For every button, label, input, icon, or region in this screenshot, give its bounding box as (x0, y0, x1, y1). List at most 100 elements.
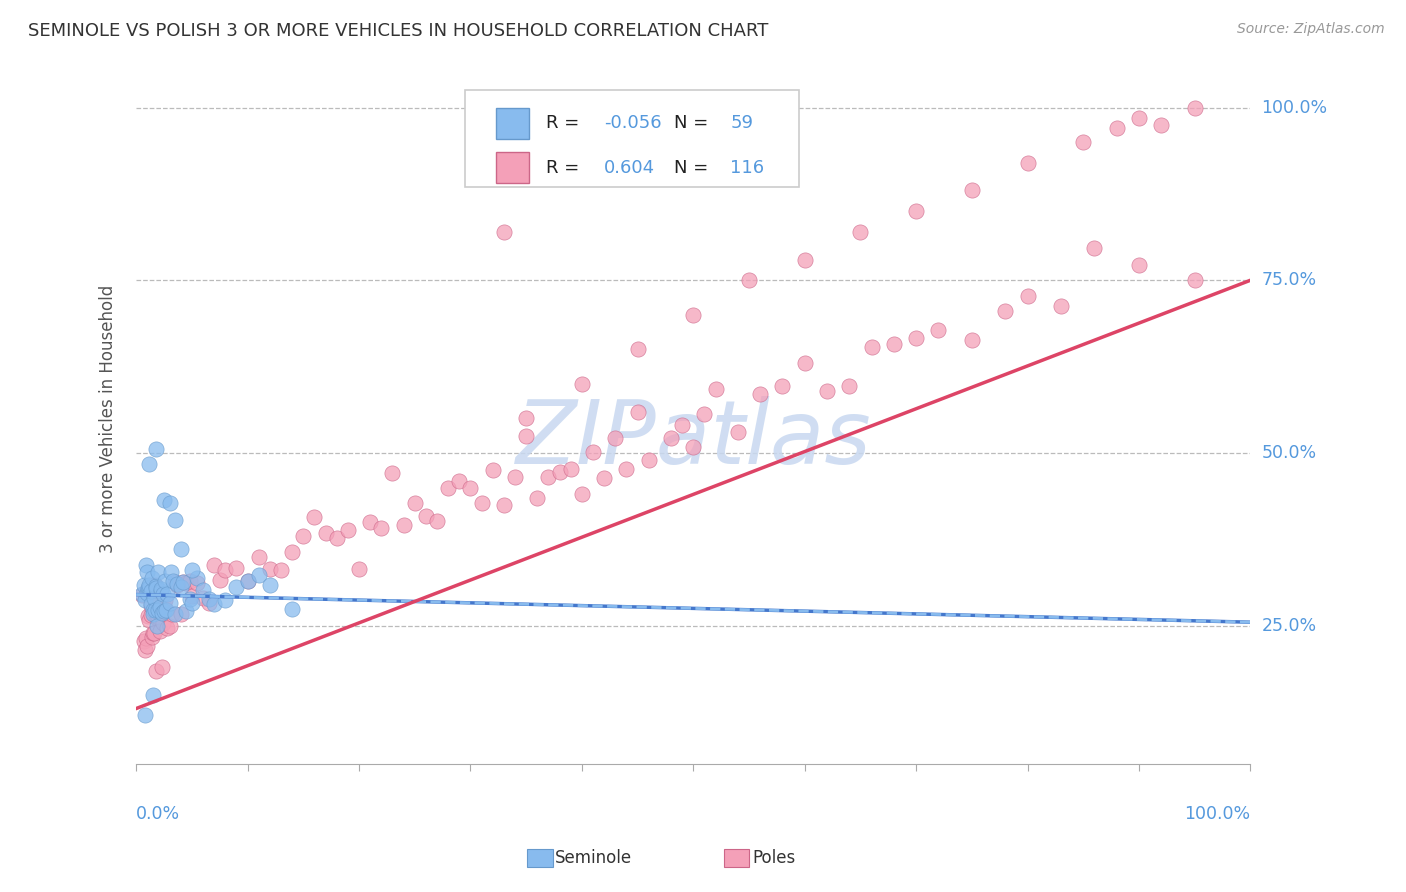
Point (292, 529, 315, 543)
Point (815, 384, 838, 399)
Point (165, 575, 187, 590)
Point (179, 591, 201, 606)
Text: Seminole: Seminole (555, 849, 633, 867)
Point (1128, 258, 1150, 272)
Point (143, 578, 166, 592)
Point (693, 408, 716, 422)
Point (1150, 118, 1173, 132)
Point (225, 580, 247, 594)
Text: 59: 59 (730, 114, 754, 132)
Point (637, 452, 659, 467)
Point (503, 470, 526, 484)
Point (180, 596, 202, 610)
Point (149, 603, 172, 617)
Point (281, 545, 304, 559)
Point (159, 566, 181, 580)
Point (197, 591, 219, 606)
Point (150, 606, 173, 620)
Point (481, 463, 503, 477)
Point (165, 607, 187, 621)
Point (247, 568, 270, 582)
Text: 100.0%: 100.0% (1184, 805, 1250, 823)
Text: 50.0%: 50.0% (1261, 444, 1317, 462)
Point (139, 584, 162, 599)
Point (515, 429, 537, 443)
Point (304, 510, 326, 524)
Point (145, 582, 167, 596)
Point (159, 496, 181, 510)
Point (180, 563, 202, 577)
Point (138, 609, 160, 624)
Point (426, 515, 449, 529)
Point (927, 322, 949, 336)
Text: R =: R = (546, 159, 585, 177)
Point (165, 513, 187, 527)
Point (162, 574, 184, 588)
Point (145, 664, 167, 678)
Text: 0.0%: 0.0% (136, 805, 180, 823)
Point (142, 591, 165, 606)
Point (142, 626, 165, 640)
Point (159, 596, 181, 610)
Point (905, 331, 928, 345)
Point (560, 461, 582, 475)
Point (145, 579, 167, 593)
Point (153, 604, 176, 618)
Point (270, 563, 292, 577)
Point (359, 516, 381, 530)
Point (960, 334, 983, 348)
Point (172, 575, 194, 590)
Point (593, 471, 616, 485)
Point (191, 591, 214, 605)
Point (347, 562, 370, 576)
Point (197, 596, 219, 610)
Point (156, 621, 179, 635)
Point (381, 466, 404, 480)
FancyBboxPatch shape (465, 90, 799, 187)
Point (148, 610, 170, 624)
Point (146, 611, 169, 625)
FancyBboxPatch shape (496, 108, 530, 139)
Point (626, 405, 648, 419)
Point (537, 469, 560, 483)
Point (191, 582, 214, 597)
Point (727, 425, 749, 440)
Point (582, 444, 605, 458)
Point (659, 431, 682, 445)
Point (152, 587, 174, 601)
Point (471, 496, 494, 510)
Point (141, 630, 163, 644)
Text: Poles: Poles (752, 849, 796, 867)
Point (202, 558, 225, 573)
Point (143, 602, 166, 616)
Point (135, 631, 157, 645)
Point (166, 578, 188, 592)
Point (156, 586, 179, 600)
Text: R =: R = (546, 114, 585, 132)
Point (336, 523, 359, 537)
Point (526, 491, 548, 505)
Point (149, 582, 172, 596)
Point (136, 566, 159, 580)
Point (160, 607, 183, 621)
Point (1017, 155, 1039, 169)
Point (142, 603, 165, 617)
Point (259, 578, 281, 592)
Point (1184, 273, 1206, 287)
Point (202, 597, 225, 611)
Point (247, 549, 270, 564)
Point (838, 379, 860, 393)
Point (153, 599, 176, 613)
Point (136, 640, 159, 654)
Point (994, 303, 1017, 318)
Point (905, 204, 928, 219)
Text: 75.0%: 75.0% (1261, 271, 1317, 289)
Point (605, 431, 627, 445)
Point (148, 603, 170, 617)
Point (145, 442, 167, 457)
Point (960, 183, 983, 197)
Point (136, 586, 159, 600)
Point (325, 531, 347, 545)
Point (214, 563, 236, 577)
Text: -0.056: -0.056 (605, 114, 662, 132)
